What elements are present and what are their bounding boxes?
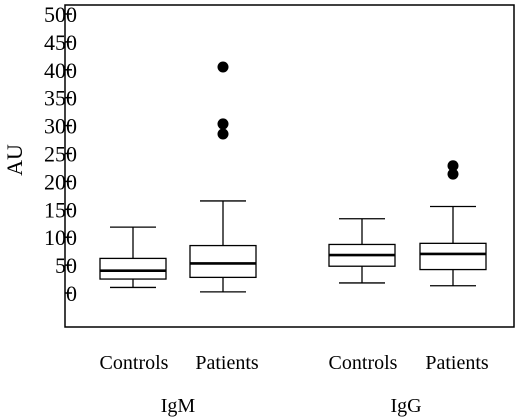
y-tick-label: 300 [44,114,77,139]
category-label: Controls [100,352,169,374]
category-label: Controls [329,352,398,374]
y-axis-title: AU [2,144,27,176]
box-iqr [189,244,257,279]
y-tick-label: 250 [44,142,77,167]
box-igm-patients [189,61,257,293]
outlier-point [217,118,229,130]
box-series [99,61,487,293]
y-tick-label: 350 [44,86,77,111]
y-tick-label: 500 [44,2,77,27]
group-label: IgM [161,395,196,417]
category-label: Patients [195,352,259,374]
y-tick-label: 0 [66,281,77,306]
outlier-point [447,160,459,172]
y-tick-label: 150 [44,197,77,222]
y-tick-label: 450 [44,30,77,55]
group-label: IgG [390,395,421,417]
plot-frame [64,4,515,328]
outlier-point [217,128,229,140]
y-tick-label: 50 [55,253,77,278]
y-tick-label: 100 [44,225,77,250]
outlier-point [447,168,459,180]
box-iqr [99,257,167,280]
category-labels: Controls Patients Controls Patients [100,352,489,374]
y-tick-label: 200 [44,169,77,194]
box-igm-controls [99,226,167,289]
category-label: Patients [425,352,489,374]
outlier-point [217,61,229,73]
box-iqr [419,242,487,271]
box-igg-controls [328,218,396,284]
group-labels: IgM IgG [161,395,422,417]
box-igg-patients [419,160,487,287]
y-tick-label: 400 [44,58,77,83]
